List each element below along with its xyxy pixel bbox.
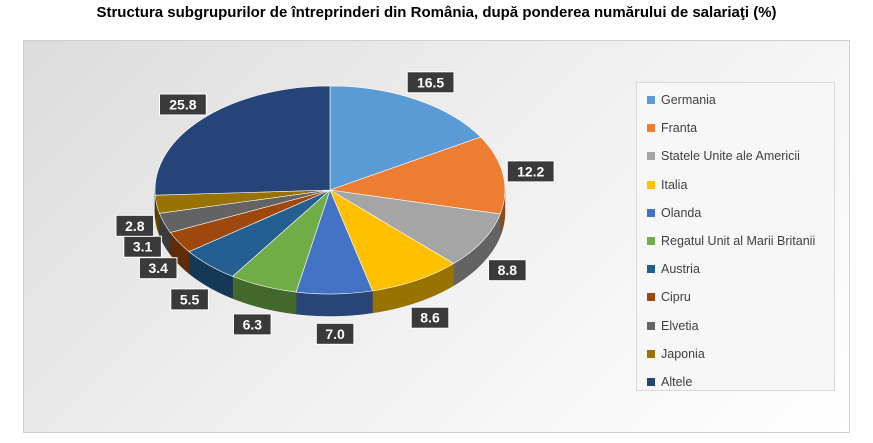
legend-label: Italia bbox=[661, 177, 688, 192]
pie-slice-statele-unite-ale-americii bbox=[329, 189, 501, 264]
svg-text:12.2: 12.2 bbox=[517, 163, 544, 179]
pie-depth bbox=[154, 190, 506, 317]
legend-label: Cipru bbox=[661, 290, 691, 305]
data-labels: 16.5 12.2 8.8 8.6 7.0 6.3 5.5 3.4 3.1 2.8 25.8 bbox=[115, 71, 555, 345]
legend-item-italia: Italia bbox=[647, 175, 687, 195]
legend-item-austria: Austria bbox=[647, 259, 700, 279]
legend-item-cipru: Cipru bbox=[647, 287, 691, 307]
pie-slice-altele bbox=[154, 85, 331, 196]
pie-slice-germania bbox=[329, 85, 482, 191]
legend-item-statele-unite-ale-americii: Statele Unite ale Americii bbox=[647, 146, 800, 166]
legend-swatch bbox=[647, 124, 655, 133]
svg-text:3.4: 3.4 bbox=[148, 260, 168, 276]
svg-text:6.3: 6.3 bbox=[243, 316, 263, 332]
legend-label: Austria bbox=[661, 262, 700, 277]
legend-swatch bbox=[647, 349, 655, 358]
data-label-italia: 8.6 bbox=[410, 306, 450, 329]
legend-swatch bbox=[647, 96, 655, 104]
legend-item-japonia: Japonia bbox=[647, 344, 705, 364]
legend-item-franta: Franta bbox=[647, 118, 697, 138]
pie-slices bbox=[154, 85, 506, 295]
data-label-regatul-unit-al-marii-britanii: 6.3 bbox=[233, 313, 272, 336]
legend-swatch bbox=[647, 237, 655, 245]
svg-text:3.1: 3.1 bbox=[133, 239, 153, 255]
legend-swatch bbox=[647, 180, 655, 189]
legend-swatch bbox=[647, 265, 655, 274]
legend-label: Olanda bbox=[661, 205, 702, 220]
data-label-statele-unite-ale-americii: 8.8 bbox=[488, 259, 527, 282]
svg-text:8.6: 8.6 bbox=[420, 310, 440, 326]
legend-swatch bbox=[647, 321, 655, 330]
legend-swatch bbox=[647, 293, 655, 302]
legend-label: Japonia bbox=[661, 346, 705, 361]
chart-title: Structura subgrupurilor de întreprinderi… bbox=[96, 4, 777, 21]
data-label-germania: 16.5 bbox=[406, 71, 455, 94]
svg-text:5.5: 5.5 bbox=[180, 291, 200, 307]
data-label-olanda: 7.0 bbox=[315, 322, 355, 345]
legend-item-regatul-unit-al-marii-britanii: Regatul Unit al Marii Britanii bbox=[647, 231, 815, 251]
data-label-franta: 12.2 bbox=[506, 160, 555, 183]
svg-text:16.5: 16.5 bbox=[417, 74, 444, 90]
pie-slice-italia bbox=[329, 189, 455, 292]
data-label-japonia: 2.8 bbox=[115, 214, 155, 237]
svg-text:25.8: 25.8 bbox=[169, 97, 196, 113]
chart-legend: Germania Franta Statele Unite ale Americii… bbox=[636, 82, 835, 391]
legend-label: Statele Unite ale Americii bbox=[661, 149, 800, 164]
svg-text:8.8: 8.8 bbox=[498, 262, 518, 278]
legend-item-elvetia: Elvetia bbox=[647, 316, 699, 336]
legend-label: Germania bbox=[661, 93, 716, 107]
data-label-elvetia: 3.1 bbox=[123, 235, 162, 258]
data-label-altele: 25.8 bbox=[159, 93, 207, 116]
svg-text:2.8: 2.8 bbox=[125, 218, 145, 234]
legend-item-germania: Germania bbox=[647, 90, 716, 110]
legend-label: Regatul Unit al Marii Britanii bbox=[661, 234, 816, 248]
legend-label: Altele bbox=[661, 375, 693, 389]
legend-swatch bbox=[647, 378, 655, 386]
legend-item-olanda: Olanda bbox=[647, 203, 701, 223]
legend-item-altele: Altele bbox=[647, 372, 692, 392]
pie-side-olanda bbox=[295, 290, 373, 317]
legend-label: Franta bbox=[661, 121, 698, 136]
pie-slice-franta bbox=[329, 136, 506, 215]
data-label-cipru: 3.4 bbox=[138, 257, 178, 280]
legend-swatch bbox=[647, 152, 655, 161]
legend-label: Elvetia bbox=[661, 318, 699, 333]
data-label-austria: 5.5 bbox=[170, 288, 209, 311]
legend-swatch bbox=[647, 208, 655, 217]
svg-text:7.0: 7.0 bbox=[325, 326, 345, 342]
